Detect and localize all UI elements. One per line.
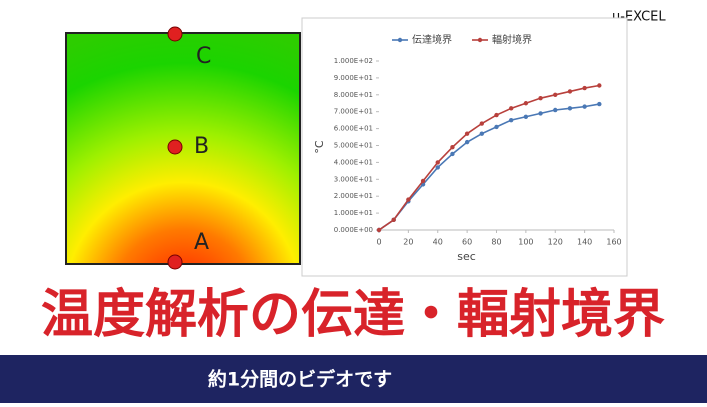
data-point xyxy=(538,111,543,116)
point-label: C xyxy=(196,44,211,69)
series-line xyxy=(378,103,600,231)
data-point xyxy=(553,107,558,113)
point-markers xyxy=(167,26,183,270)
data-point xyxy=(523,101,529,106)
data-point xyxy=(494,112,499,118)
chart: 0.000E+00 1.000E+01 2.000E+01 3.000E+01 4.00… xyxy=(313,33,622,263)
data-point xyxy=(582,85,587,91)
point-label: A xyxy=(194,230,209,255)
point xyxy=(167,26,183,42)
x-tick-label: 160 xyxy=(606,238,621,247)
x-tick-label: 0 xyxy=(376,238,381,247)
data-point xyxy=(450,144,455,150)
data-point xyxy=(523,114,529,119)
point xyxy=(167,139,183,155)
y-tick-label: 5.000E+01 xyxy=(334,142,373,150)
x-tick-label: 60 xyxy=(462,238,472,247)
headline: 温度解析の伝達・輻射境界 xyxy=(41,285,665,345)
y-axis-label: °C xyxy=(313,140,326,154)
y-tick-label: 0.000E+00 xyxy=(334,226,373,234)
x-tick-label: 20 xyxy=(403,238,413,247)
data-point xyxy=(553,92,558,98)
y-tick-label: 1.000E+01 xyxy=(334,209,373,217)
heat-map xyxy=(65,32,301,265)
y-tick-label: 3.000E+01 xyxy=(334,175,373,183)
data-point xyxy=(479,131,485,136)
x-tick-label: 100 xyxy=(518,238,533,247)
data-point xyxy=(376,227,382,233)
x-tick-label: 140 xyxy=(577,238,592,247)
data-point xyxy=(406,197,411,202)
chart-frame xyxy=(301,17,628,277)
data-point xyxy=(464,139,470,145)
x-tick-label: 40 xyxy=(433,238,443,247)
data-point xyxy=(597,101,602,107)
data-point xyxy=(582,104,587,109)
banner-text: 約1分間のビデオです xyxy=(208,368,392,391)
data-point xyxy=(538,95,543,101)
data-point xyxy=(435,160,440,165)
banner xyxy=(0,355,707,403)
x-axis-label: sec xyxy=(457,250,476,263)
data-point xyxy=(597,83,602,88)
data-point xyxy=(508,106,514,111)
y-tick-label: 7.000E+01 xyxy=(334,108,373,116)
legend-label: 輻射境界 xyxy=(492,33,532,46)
legend-label: 伝達境界 xyxy=(412,33,452,46)
y-tick-label: 9.000E+01 xyxy=(334,74,373,82)
series-line xyxy=(378,84,600,231)
data-point xyxy=(464,131,470,136)
y-tick-label: 6.000E+01 xyxy=(334,125,373,133)
legend-marker xyxy=(397,37,403,43)
data-point xyxy=(391,217,396,223)
data-point xyxy=(435,165,440,170)
y-tick-label: 4.000E+01 xyxy=(334,158,373,166)
y-tick-label: 1.000E+02 xyxy=(334,57,373,65)
data-point xyxy=(567,106,573,111)
legend-marker xyxy=(477,37,483,43)
data-point xyxy=(479,121,485,126)
point-label: B xyxy=(194,134,209,159)
y-tick-label: 2.000E+01 xyxy=(334,192,373,200)
x-tick-label: 120 xyxy=(548,238,563,247)
data-point xyxy=(508,117,514,123)
data-point xyxy=(420,178,426,184)
point xyxy=(167,254,183,270)
data-point xyxy=(494,124,499,130)
x-tick-label: 80 xyxy=(491,238,501,247)
data-point xyxy=(567,89,573,94)
y-tick-label: 8.000E+01 xyxy=(334,91,373,99)
data-point xyxy=(450,151,455,157)
